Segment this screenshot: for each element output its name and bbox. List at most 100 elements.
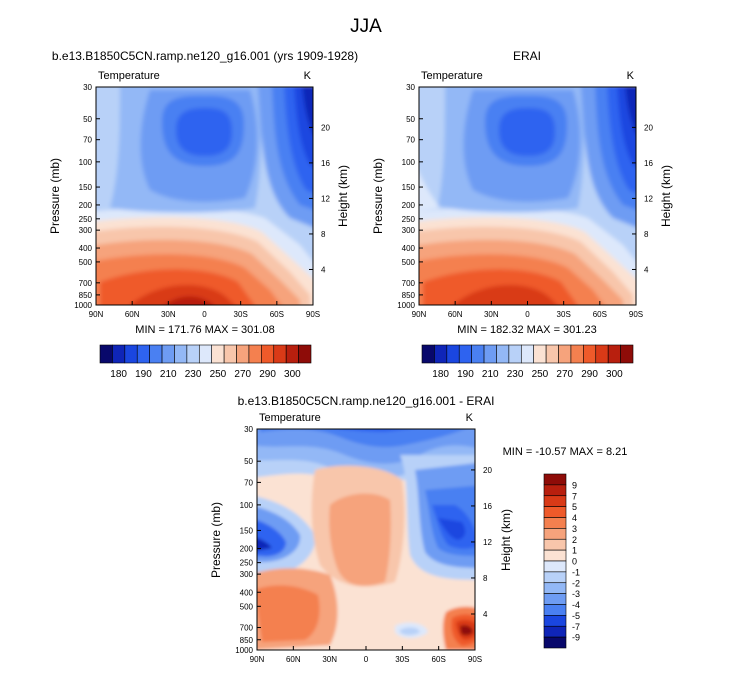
colorbar-diff-label: -9 [572, 633, 580, 643]
diff-y-tick-label: 500 [240, 602, 254, 611]
colorbar-obs: 180 190 210 230 250 270 290 300 [421, 344, 634, 380]
colorbar-model-swatch [136, 344, 150, 364]
model-y-tick-label: 200 [79, 201, 93, 210]
colorbar-obs-label: 210 [482, 369, 499, 380]
colorbar-model: 180 190 210 230 250 270 290 300 [99, 344, 312, 380]
diff-x-tick-label: 90S [468, 655, 482, 664]
model-x-tick-label: 30S [234, 310, 248, 319]
colorbar-model-swatch [186, 344, 200, 364]
colorbar-obs-label: 230 [507, 369, 524, 380]
colorbar-model-label: 210 [160, 369, 177, 380]
model-y2-tick-label: 4 [321, 265, 326, 274]
model-min-max: MIN = 171.76 MAX = 301.08 [135, 324, 274, 336]
diff-y-tick-label: 1000 [235, 646, 253, 655]
diff-min-max: MIN = -10.57 MAX = 8.21 [503, 446, 628, 458]
obs-x-tick-label: 60N [448, 310, 463, 319]
diff-left-label: Temperature [259, 412, 321, 424]
model-y-tick-label: 850 [79, 291, 93, 300]
model-y-tick-label: 700 [79, 279, 93, 288]
colorbar-diff-swatch [543, 506, 567, 518]
diff-y2-tick-label: 20 [483, 466, 492, 475]
obs-y2-tick-label: 12 [644, 194, 653, 203]
colorbar-model-swatch [211, 344, 225, 364]
colorbar-diff-label: -5 [572, 611, 580, 621]
obs-x-tick-label: 30N [484, 310, 499, 319]
colorbar-diff-swatch [543, 604, 567, 616]
diff-y-tick-label: 30 [244, 425, 253, 434]
diff-x-tick-label: 90N [250, 655, 265, 664]
obs-x-tick-label: 90N [412, 310, 427, 319]
colorbar-model-swatch [99, 344, 113, 364]
colorbar-obs-swatch [583, 344, 597, 364]
colorbar-model-label: 180 [110, 369, 127, 380]
obs-y-tick-label: 50 [406, 115, 415, 124]
obs-y-tick-label: 300 [402, 226, 416, 235]
colorbar-diff-label: -1 [572, 567, 580, 577]
diff-x-tick-label: 30S [395, 655, 409, 664]
obs-right-label: K [627, 70, 635, 82]
colorbar-model-label: 190 [135, 369, 152, 380]
diff-y2-axis-label: Height (km) [499, 509, 513, 571]
colorbar-model-swatch [273, 344, 287, 364]
obs-y-tick-label: 250 [402, 215, 416, 224]
diff-y-tick-label: 700 [240, 624, 254, 633]
colorbar-diff-swatch [543, 582, 567, 594]
model-y2-tick-label: 12 [321, 194, 330, 203]
model-y2-tick-label: 8 [321, 230, 326, 239]
colorbar-model-swatch [223, 344, 237, 364]
colorbar-diff-swatch [543, 495, 567, 507]
colorbar-diff-label: 7 [572, 491, 577, 501]
obs-y2-ticks: 4 8 12 16 20 [632, 123, 653, 274]
model-y-tick-label: 30 [83, 83, 92, 92]
colorbar-obs-swatch [595, 344, 609, 364]
colorbar-obs-swatch [607, 344, 621, 364]
colorbar-diff-label: 0 [572, 557, 577, 567]
diff-y-tick-label: 250 [240, 559, 254, 568]
model-y-tick-label: 500 [79, 258, 93, 267]
model-y-tick-label: 400 [79, 244, 93, 253]
model-y-tick-label: 150 [79, 183, 93, 192]
obs-min-max: MIN = 182.32 MAX = 301.23 [457, 324, 596, 336]
obs-panel: ERAI Temperature K [371, 49, 673, 336]
colorbar-model-swatch [285, 344, 299, 364]
obs-x-ticks: 90N 60N 30N 0 30S 60S 90S [412, 301, 643, 319]
diff-y-tick-label: 50 [244, 457, 253, 466]
diff-y-axis-label: Pressure (mb) [209, 502, 223, 578]
model-y2-axis-label: Height (km) [336, 165, 350, 227]
colorbar-obs-label: 190 [457, 369, 474, 380]
colorbar-diff-label: 1 [572, 546, 577, 556]
obs-y2-tick-label: 20 [644, 123, 653, 132]
colorbar-diff-swatch [543, 484, 567, 497]
colorbar-model-swatch [298, 344, 312, 364]
colorbar-model-swatch [174, 344, 188, 364]
colorbar-diff-label: 5 [572, 502, 577, 512]
diff-contour-field [257, 429, 475, 650]
model-x-tick-label: 0 [202, 310, 207, 319]
model-y-tick-label: 250 [79, 215, 93, 224]
model-left-label: Temperature [98, 70, 160, 82]
colorbar-diff-swatch [543, 473, 567, 486]
model-panel: b.e13.B1850C5CN.ramp.ne120_g16.001 (yrs … [48, 49, 358, 336]
diff-y2-tick-label: 4 [483, 610, 488, 619]
obs-y-tick-label: 700 [402, 279, 416, 288]
colorbar-diff-swatch [543, 593, 567, 605]
diff-right-label: K [466, 412, 474, 424]
colorbar-obs-swatch [533, 344, 547, 364]
colorbar-obs-swatch [471, 344, 485, 364]
diff-x-tick-label: 0 [364, 655, 369, 664]
colorbar-diff-label: -3 [572, 589, 580, 599]
colorbar-obs-swatch [434, 344, 448, 364]
diff-y-tick-label: 150 [240, 526, 254, 535]
diff-panel-title: b.e13.B1850C5CN.ramp.ne120_g16.001 - ERA… [238, 394, 495, 408]
colorbar-diff-swatch [543, 636, 567, 649]
model-x-tick-label: 60N [125, 310, 140, 319]
model-y-tick-label: 1000 [74, 301, 92, 310]
diff-y-tick-label: 400 [240, 588, 254, 597]
diff-x-tick-label: 30N [322, 655, 337, 664]
colorbar-diff-label: -2 [572, 578, 580, 588]
diff-x-ticks: 90N 60N 30N 0 30S 60S 90S [250, 646, 482, 664]
colorbar-diff-label: 2 [572, 535, 577, 545]
obs-contour-field [419, 87, 636, 305]
obs-y-tick-label: 30 [406, 83, 415, 92]
